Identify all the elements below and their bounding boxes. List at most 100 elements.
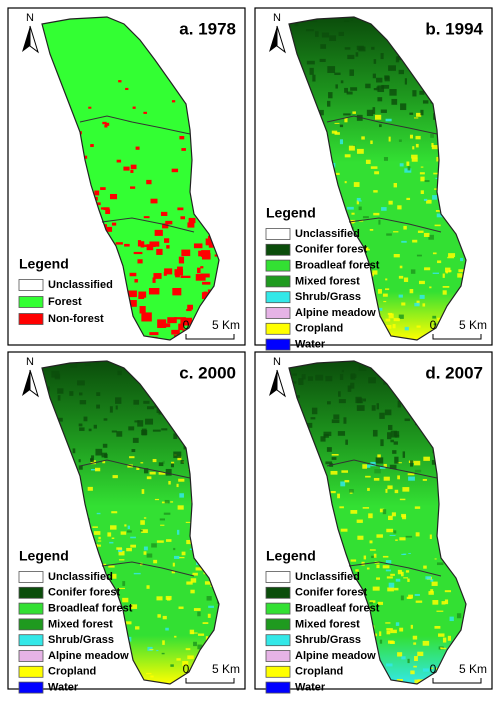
legend-swatch — [265, 243, 291, 256]
landcover-patch — [344, 117, 348, 123]
landcover-patch — [403, 577, 409, 579]
non-forest-patch — [129, 272, 137, 277]
landcover-patch — [208, 605, 214, 608]
landcover-patch — [407, 473, 415, 476]
conifer-patch — [145, 418, 154, 425]
legend-swatch — [18, 586, 44, 599]
subbasin-boundary — [348, 217, 442, 233]
landcover-patch — [357, 535, 364, 540]
landcover-patch — [438, 633, 445, 637]
panel-title: a. 1978 — [179, 19, 236, 38]
conifer-patch — [51, 370, 60, 378]
non-forest-patch — [105, 209, 111, 215]
conifer-patch — [356, 45, 364, 50]
landcover-patch — [410, 670, 415, 675]
landcover-patch — [395, 539, 398, 541]
landcover-patch — [111, 511, 118, 514]
landcover-patch — [369, 601, 373, 605]
scale-end: 5 Km — [459, 318, 487, 332]
landcover-patch — [202, 622, 209, 624]
legend-swatch — [265, 650, 291, 662]
landcover-patch — [424, 180, 430, 183]
conifer-patch — [79, 427, 85, 431]
landcover-patch — [420, 166, 424, 168]
legend-swatch — [265, 322, 291, 335]
landcover-patch — [334, 132, 340, 135]
landcover-patch — [422, 640, 430, 646]
conifer-patch — [380, 53, 384, 60]
landcover-patch — [386, 576, 393, 579]
map-panel: Na. 1978 Legend Unclassified Forest Non-fore… — [7, 7, 246, 346]
landcover-patch — [177, 505, 184, 510]
landcover-patch — [456, 613, 462, 619]
landcover-patch — [330, 490, 336, 494]
conifer-patch — [79, 392, 83, 396]
conifer-patch — [326, 447, 332, 452]
legend-label: Conifer forest — [48, 587, 120, 599]
legend-label: Mixed forest — [295, 275, 360, 287]
landcover-patch — [412, 146, 415, 150]
non-forest-patch — [188, 217, 196, 224]
north-arrow — [269, 370, 277, 396]
conifer-patch — [337, 431, 346, 436]
conifer-patch — [387, 432, 392, 440]
non-forest-patch — [149, 332, 159, 336]
legend-swatch — [18, 602, 44, 615]
landcover-patch — [143, 551, 147, 555]
landcover-patch — [409, 288, 414, 294]
landcover-patch — [112, 573, 117, 579]
non-forest-patch — [154, 229, 163, 236]
conifer-patch — [338, 31, 344, 36]
landcover-patch — [397, 569, 402, 575]
landcover-patch — [385, 488, 388, 493]
landcover-patch — [358, 206, 362, 211]
landcover-patch — [90, 469, 98, 471]
landcover-patch — [406, 197, 411, 201]
conifer-patch — [79, 400, 87, 405]
conifer-patch — [310, 417, 316, 420]
conifer-patch — [298, 378, 304, 385]
landcover-patch — [378, 219, 381, 225]
landcover-patch — [428, 591, 434, 595]
landcover-patch — [178, 478, 185, 482]
north-arrow — [22, 370, 30, 396]
landcover-patch — [146, 476, 152, 480]
landcover-patch — [404, 168, 412, 173]
landcover-patch — [422, 303, 426, 307]
landcover-patch — [122, 581, 126, 586]
conifer-patch — [391, 98, 398, 105]
conifer-patch — [301, 374, 306, 380]
non-forest-patch — [157, 319, 167, 328]
conifer-patch — [102, 443, 108, 448]
landcover-patch — [457, 273, 463, 278]
conifer-patch — [373, 87, 377, 91]
conifer-patch — [323, 431, 332, 437]
landcover-patch — [130, 536, 136, 539]
non-forest-patch — [94, 190, 100, 196]
conifer-patch — [398, 69, 404, 75]
landcover-patch — [424, 267, 431, 271]
conifer-patch — [368, 377, 376, 384]
conifer-patch — [327, 66, 336, 73]
landcover-patch — [413, 665, 417, 668]
landcover-patch — [390, 573, 395, 576]
conifer-patch — [347, 385, 352, 392]
conifer-patch — [104, 453, 108, 459]
landcover-patch — [368, 513, 373, 519]
conifer-patch — [343, 18, 350, 22]
north-arrow — [276, 369, 286, 398]
landcover-patch — [124, 621, 132, 625]
landcover-patch — [432, 252, 437, 255]
conifer-patch — [340, 80, 344, 84]
legend-swatch — [265, 602, 291, 615]
landcover-patch — [398, 139, 402, 142]
conifer-patch — [376, 403, 379, 410]
non-forest-patch — [165, 220, 173, 225]
conifer-patch — [379, 124, 382, 128]
conifer-patch — [388, 424, 393, 430]
landcover-patch — [162, 640, 165, 645]
landcover-patch — [414, 656, 418, 662]
landcover-patch — [394, 489, 399, 494]
non-forest-patch — [115, 242, 123, 245]
